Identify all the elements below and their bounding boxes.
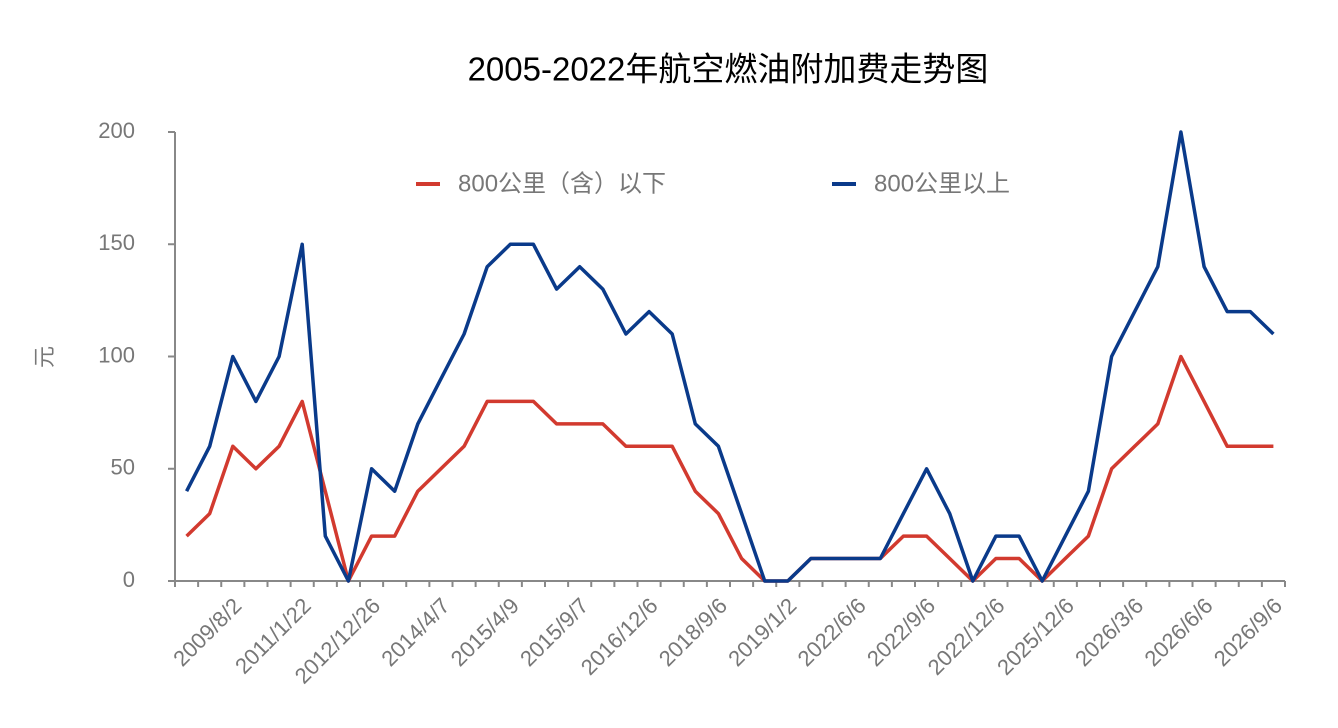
legend-label: 800公里以上 [874, 170, 1010, 197]
x-tick-label: 2015/4/9 [446, 593, 524, 671]
x-tick-label: 2022/6/6 [793, 593, 871, 671]
x-tick-label: 2018/9/6 [654, 593, 732, 671]
x-tick-label: 2014/4/7 [376, 593, 454, 671]
y-tick-label: 50 [111, 455, 135, 480]
x-tick-label: 2025/12/6 [992, 593, 1079, 680]
x-tick-label: 2019/1/2 [723, 593, 801, 671]
y-tick-label: 200 [98, 118, 135, 143]
legend-label: 800公里（含）以下 [458, 170, 666, 197]
x-tick-label: 2026/6/6 [1139, 593, 1217, 671]
data-line [185, 354, 1274, 583]
y-tick-label: 100 [98, 342, 135, 367]
chart-title: 2005-2022年航空燃油附加费走势图 [468, 51, 989, 88]
y-axis-label: 元 [32, 346, 57, 368]
y-tick-label: 0 [123, 567, 135, 592]
x-tick-label: 2026/3/6 [1070, 593, 1148, 671]
x-tick-label: 2026/9/6 [1209, 593, 1287, 671]
x-tick-label: 2016/12/6 [576, 593, 663, 680]
y-tick-label: 150 [98, 230, 135, 255]
data-line [185, 130, 1275, 583]
